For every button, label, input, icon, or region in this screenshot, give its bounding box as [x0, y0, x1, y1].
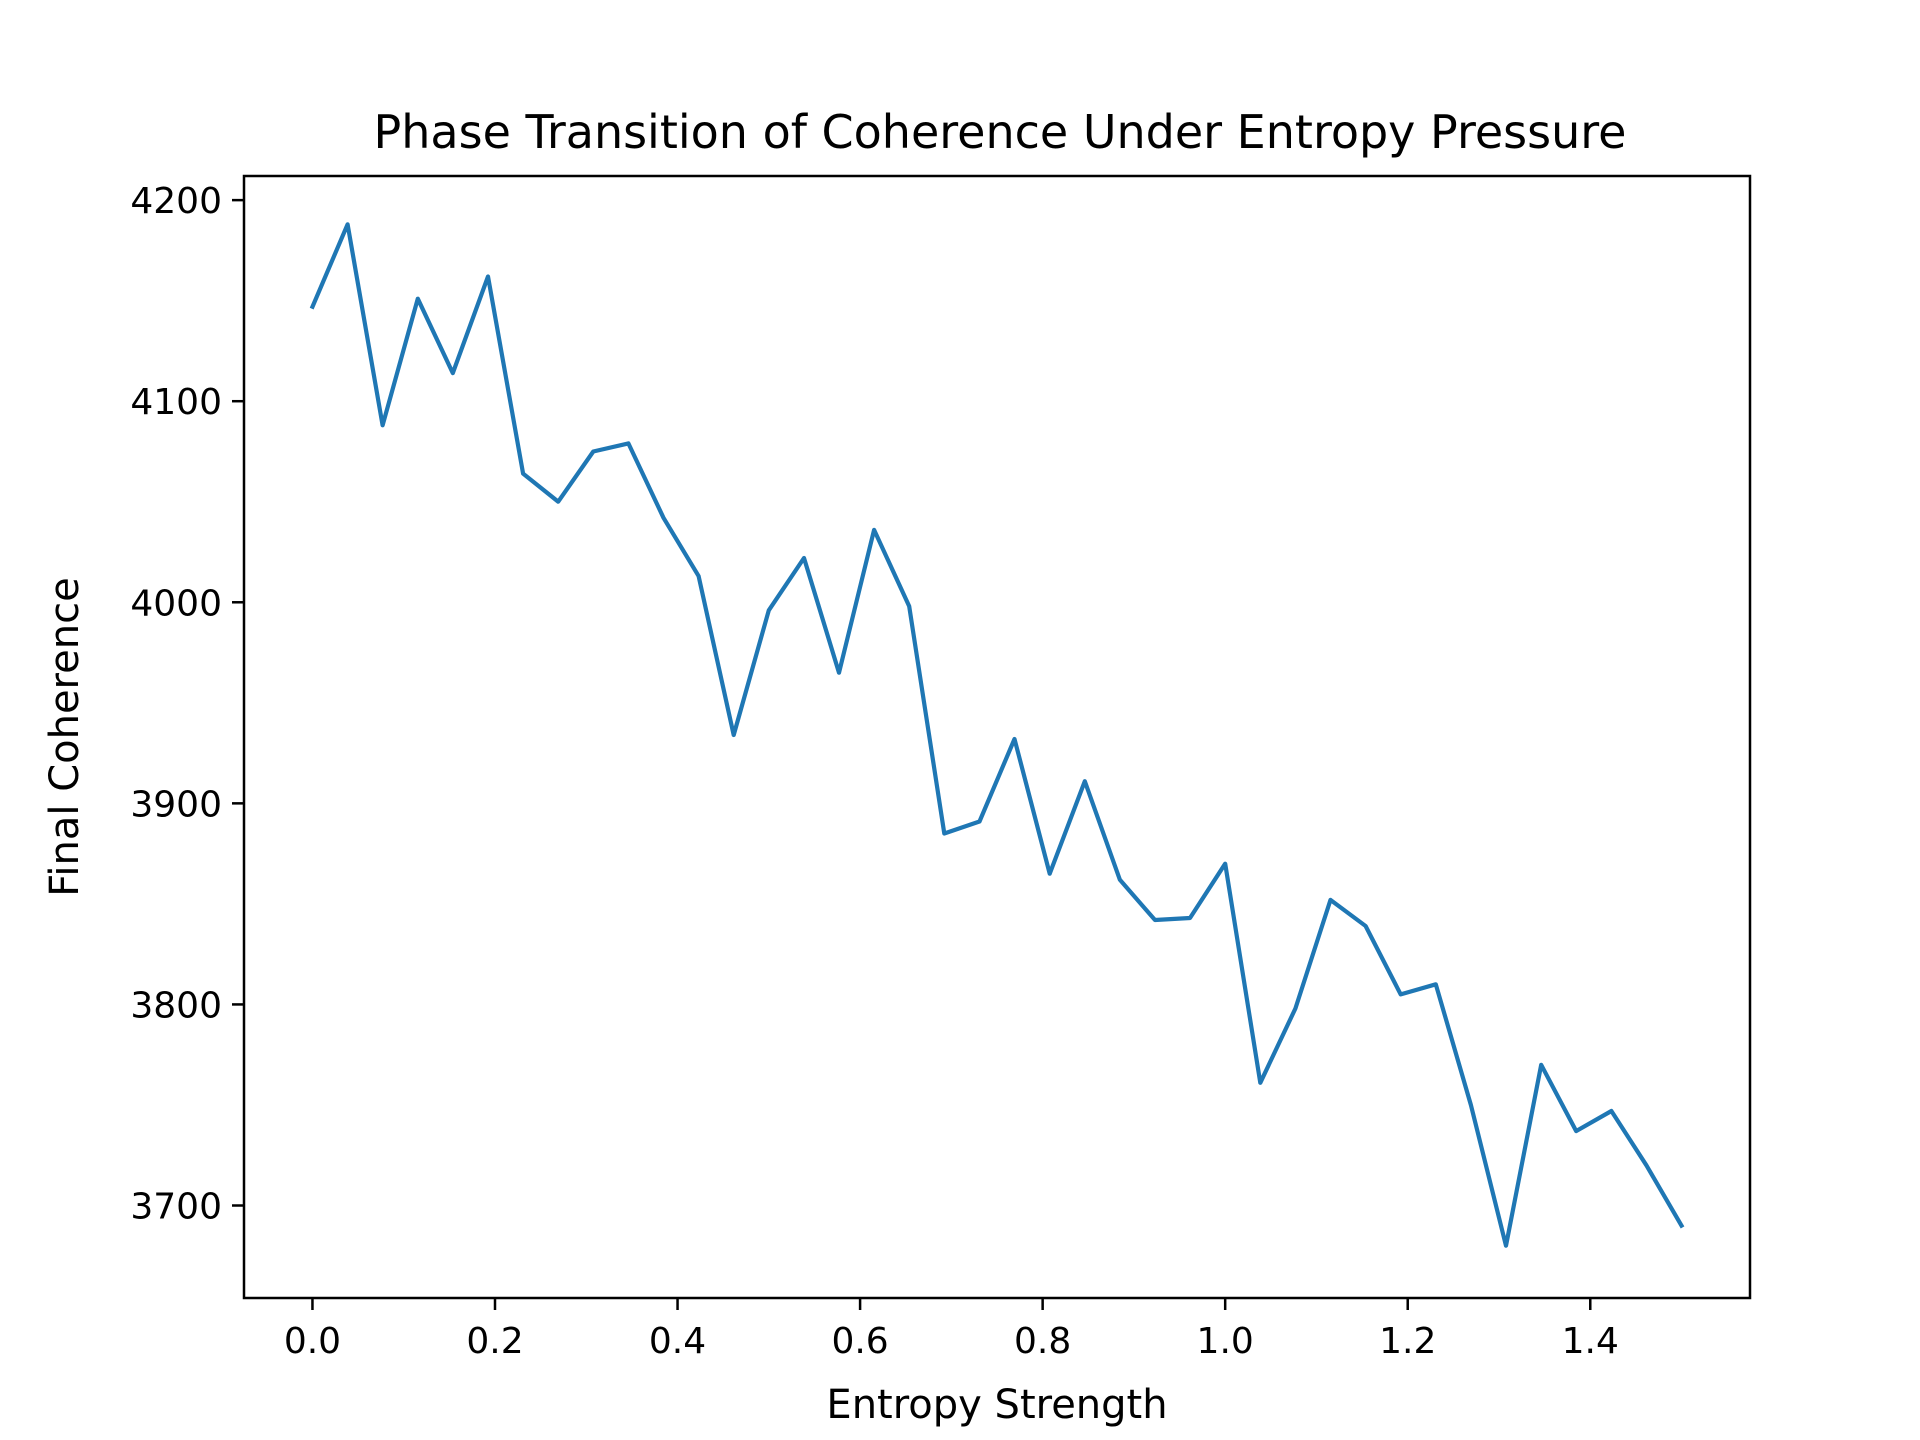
y-tick-label: 3900 — [130, 784, 222, 825]
x-tick-label: 0.2 — [466, 1321, 523, 1362]
y-tick-label: 3800 — [130, 985, 222, 1026]
x-axis: 0.0 0.2 0.4 0.6 0.8 1.0 1.2 1.4 — [284, 1298, 1619, 1362]
chart-title: Phase Transition of Coherence Under Entr… — [374, 105, 1627, 159]
plot-area — [309, 222, 1685, 1248]
y-axis-label: Final Coherence — [42, 577, 88, 896]
x-tick-label: 0.8 — [1014, 1321, 1071, 1362]
x-axis-label: Entropy Strength — [826, 1382, 1167, 1428]
y-axis: 3700 3800 3900 4000 4100 4200 — [130, 181, 244, 1228]
x-tick-label: 0.6 — [831, 1321, 888, 1362]
y-tick-label: 4100 — [130, 382, 222, 423]
x-tick-label: 1.2 — [1379, 1321, 1436, 1362]
x-tick-label: 1.4 — [1562, 1321, 1619, 1362]
x-tick-label: 0.4 — [649, 1321, 706, 1362]
y-tick-label: 4000 — [130, 583, 222, 624]
x-tick-label: 0.0 — [284, 1321, 341, 1362]
y-tick-label: 4200 — [130, 181, 222, 222]
series-line-1 — [309, 222, 1685, 1248]
x-tick-label: 1.0 — [1197, 1321, 1254, 1362]
plot-frame — [242, 174, 1752, 1300]
y-tick-label: 3700 — [130, 1187, 222, 1228]
